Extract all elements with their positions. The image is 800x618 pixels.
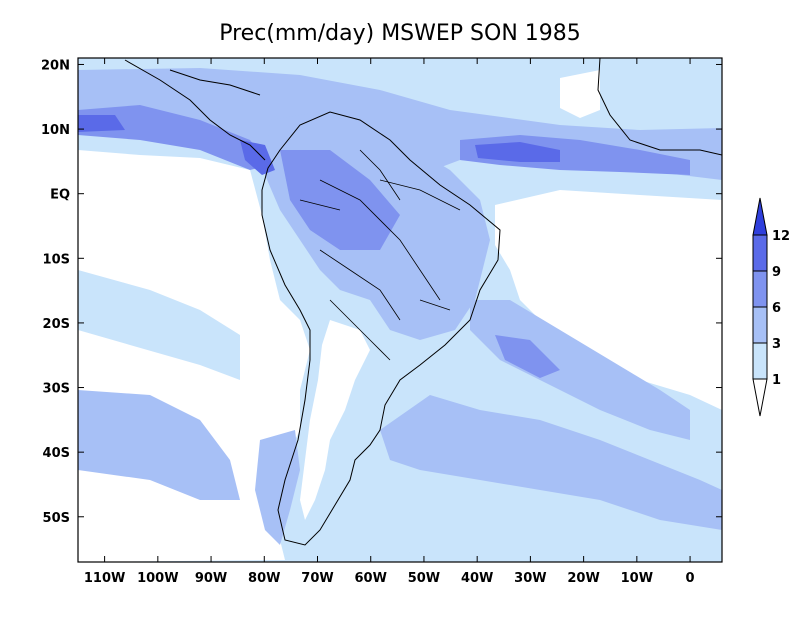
map-title: Prec(mm/day) MSWEP SON 1985 (219, 21, 581, 46)
colorbar-tick-label: 6 (772, 301, 781, 316)
colorbar-segment (752, 306, 768, 344)
dry-zone-patagonia (300, 320, 370, 520)
lat-tick-label: 50S (43, 511, 70, 526)
precip-south-atlantic-storm (380, 395, 722, 530)
colorbar-tick-label: 9 (772, 265, 781, 280)
precip-very-heavy-west-pacific (78, 115, 125, 132)
map-plot-area (78, 58, 722, 562)
lon-tick-label: 60W (355, 571, 387, 586)
map-frame (77, 57, 723, 563)
colorbar-tick-label: 3 (772, 337, 781, 352)
lon-tick-label: 0 (686, 571, 695, 586)
lat-tick-label: 30S (43, 382, 70, 397)
coastline-central-america (124, 59, 266, 161)
precip-south-chile (255, 430, 300, 545)
precip-very-heavy-colombia (240, 140, 275, 175)
precip-heavy-panama (78, 105, 270, 170)
colorbar-extend-max (752, 197, 768, 236)
country-borders (299, 149, 461, 361)
dry-zone-south-atlantic (495, 190, 722, 410)
lat-tick-label: EQ (50, 188, 70, 203)
precip-southern-ocean (78, 390, 240, 500)
colorbar: 1 3 6 9 12 (752, 197, 790, 417)
precip-heavy-sacz (495, 335, 560, 378)
lon-tick-label: 80W (248, 571, 280, 586)
lon-tick-label: 20W (567, 571, 599, 586)
precip-heavy-amazon (280, 150, 400, 250)
lon-tick-label: 110W (84, 571, 125, 586)
coastline-africa (597, 58, 722, 156)
lon-tick-label: 30W (514, 571, 546, 586)
coastline-south-america (261, 111, 501, 546)
colorbar-segment (752, 234, 768, 272)
precip-very-heavy-itcz (475, 142, 560, 162)
lat-tick-label: 20S (43, 317, 70, 332)
lat-tick-label: 40S (43, 446, 70, 461)
lon-tick-label: 90W (195, 571, 227, 586)
lon-tick-label: 70W (301, 571, 333, 586)
lat-tick-label: 10N (41, 123, 70, 138)
colorbar-segment (752, 270, 768, 308)
dry-zone-north-atlantic (560, 70, 600, 118)
latitude-axis: 20N 10N EQ 10S 20S 30S 40S 50S (41, 58, 722, 526)
colorbar-tick-label: 12 (772, 229, 790, 244)
lat-tick-label: 10S (43, 252, 70, 267)
lon-tick-label: 100W (137, 571, 178, 586)
colorbar-extend-min (752, 378, 768, 417)
lon-tick-label: 50W (408, 571, 440, 586)
lon-tick-label: 40W (461, 571, 493, 586)
colorbar-tick-label: 1 (772, 373, 781, 388)
longitude-axis: 110W 100W 90W 80W 70W 60W 50W 40W 30W 20W 10W 0 (84, 58, 695, 586)
precip-sacz (470, 300, 690, 440)
colorbar-segment (752, 342, 768, 380)
lon-tick-label: 10W (621, 571, 653, 586)
lat-tick-label: 20N (41, 58, 70, 73)
